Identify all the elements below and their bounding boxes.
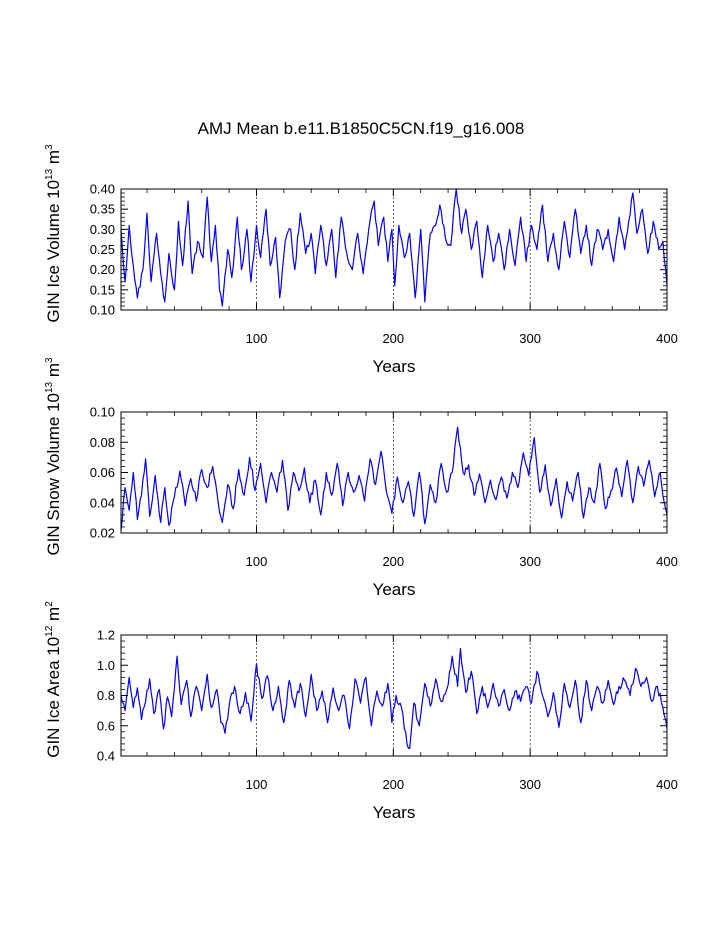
x-tick-label: 400 bbox=[656, 331, 678, 346]
plot-frame bbox=[120, 188, 668, 311]
y-tick-label: 0.06 bbox=[90, 465, 115, 480]
series-line bbox=[120, 426, 668, 531]
x-axis-label: Years bbox=[373, 803, 416, 822]
panel-ice-area: 0.4 0.6 0.8 1.0 1.2 100 200 300 400 Years GIN Ice … bbox=[44, 601, 678, 822]
y-tick-label: 0.20 bbox=[90, 262, 115, 277]
y-label-exponent: 13 bbox=[44, 168, 55, 180]
x-tick-label: 200 bbox=[382, 554, 404, 569]
x-tick-label: 300 bbox=[519, 331, 541, 346]
y-axis-label: GIN Snow Volume 1013 m3 bbox=[44, 357, 63, 556]
x-axis-label: Years bbox=[373, 357, 416, 376]
y-label-unit: m bbox=[44, 607, 63, 626]
y-label-text: GIN Snow Volume 10 bbox=[44, 393, 63, 556]
x-tick-label: 300 bbox=[519, 777, 541, 792]
x-tick-label: 300 bbox=[519, 554, 541, 569]
y-label-text: GIN Ice Volume 10 bbox=[44, 180, 63, 323]
y-label-exponent: 13 bbox=[44, 381, 55, 393]
y-tick-label: 0.15 bbox=[90, 282, 115, 297]
y-label-unit-exponent: 3 bbox=[44, 357, 55, 363]
series-line bbox=[120, 647, 668, 750]
y-label-unit-exponent: 3 bbox=[44, 144, 55, 150]
x-tick-label: 400 bbox=[656, 777, 678, 792]
y-tick-label: 0.08 bbox=[90, 435, 115, 450]
y-tick-label: 1.2 bbox=[97, 628, 115, 643]
panel-ice-volume: 0.10 0.15 0.20 0.25 0.30 0.35 0.40 100 200 300 400… bbox=[44, 144, 678, 376]
y-tick-label: 0.35 bbox=[90, 202, 115, 217]
x-axis-label: Years bbox=[373, 580, 416, 599]
y-axis-label: GIN Ice Volume 1013 m3 bbox=[44, 144, 63, 323]
y-tick-label: 1.0 bbox=[97, 658, 115, 673]
series-line bbox=[120, 188, 668, 307]
y-tick-label: 0.8 bbox=[97, 688, 115, 703]
y-label-unit-exponent: 2 bbox=[44, 601, 55, 607]
y-axis-label: GIN Ice Area 1012 m2 bbox=[44, 601, 63, 758]
y-tick-label: 0.10 bbox=[90, 405, 115, 420]
y-tick-label: 0.4 bbox=[97, 749, 115, 764]
y-tick-label: 0.10 bbox=[90, 303, 115, 318]
y-label-unit: m bbox=[44, 150, 63, 169]
y-tick-label: 0.30 bbox=[90, 222, 115, 237]
panel-snow-volume: 0.02 0.04 0.06 0.08 0.10 100 200 300 400 Years GIN… bbox=[44, 357, 678, 599]
y-tick-label: 0.04 bbox=[90, 495, 115, 510]
x-tick-label: 100 bbox=[246, 777, 268, 792]
y-label-text: GIN Ice Area 10 bbox=[44, 637, 63, 758]
x-tick-label: 200 bbox=[382, 331, 404, 346]
x-tick-label: 100 bbox=[246, 331, 268, 346]
y-label-exponent: 12 bbox=[44, 625, 55, 637]
plot-frame bbox=[120, 634, 668, 757]
y-tick-label: 0.6 bbox=[97, 718, 115, 733]
chart-title: AMJ Mean b.e11.B1850C5CN.f19_g16.008 bbox=[198, 119, 525, 138]
y-tick-label: 0.40 bbox=[90, 182, 115, 197]
x-tick-label: 200 bbox=[382, 777, 404, 792]
y-tick-label: 0.25 bbox=[90, 242, 115, 257]
y-tick-label: 0.02 bbox=[90, 526, 115, 541]
y-label-unit: m bbox=[44, 363, 63, 382]
x-tick-label: 100 bbox=[246, 554, 268, 569]
x-tick-label: 400 bbox=[656, 554, 678, 569]
